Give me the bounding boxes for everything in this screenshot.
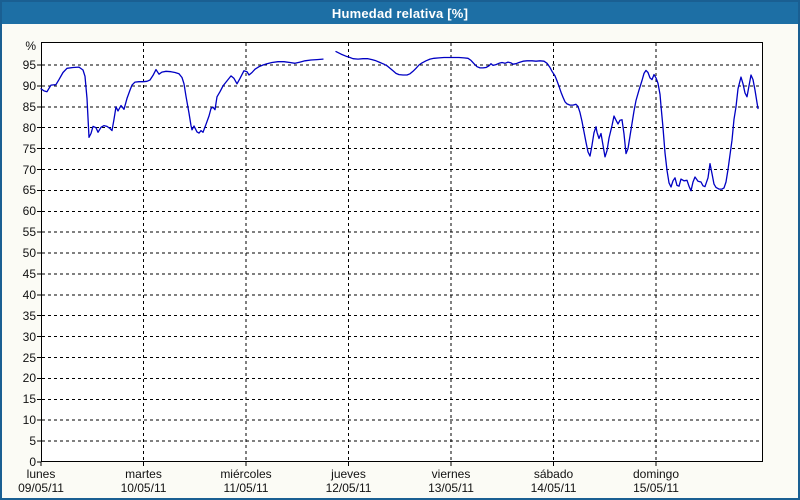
x-axis-day-label: martes: [125, 467, 162, 481]
y-axis-tick-label: 65: [22, 183, 36, 198]
humidity-line: [40, 58, 324, 138]
y-axis-tick-label: 90: [22, 78, 36, 93]
plot-area: [37, 42, 763, 466]
y-axis-tick-label: 30: [22, 329, 36, 344]
y-axis-tick-label: 10: [22, 413, 36, 428]
x-axis-day-label: miércoles: [220, 467, 272, 481]
x-axis-day-label: jueves: [331, 467, 366, 481]
x-axis-date-label: 10/05/11: [120, 481, 167, 495]
y-axis-tick-label: 15: [22, 392, 36, 407]
y-axis-tick-label: 40: [22, 287, 36, 302]
y-axis-tick-label: 75: [22, 141, 36, 156]
y-axis-unit-label: %: [25, 39, 36, 53]
x-axis-day-label: domingo: [632, 467, 680, 481]
y-axis-tick-label: 0: [29, 455, 36, 469]
y-axis-tick-label: 55: [22, 225, 36, 240]
x-axis-date-label: 15/05/11: [633, 481, 679, 495]
x-axis-day-label: lunes: [26, 467, 56, 481]
y-axis-tick-label: 60: [22, 204, 36, 219]
y-axis-tick-label: 50: [22, 246, 36, 260]
y-axis-tick-label: 20: [22, 371, 36, 386]
x-axis-date-label: 12/05/11: [325, 481, 372, 495]
window-title: Humedad relativa [%]: [331, 5, 469, 21]
y-axis-tick-label: 70: [22, 162, 36, 177]
x-axis-day-label: sábado: [533, 467, 574, 481]
y-axis-tick-label: 95: [22, 58, 36, 72]
x-axis-day-label: viernes: [431, 467, 471, 481]
y-axis-tick-label: 5: [29, 434, 36, 449]
humidity-line: [335, 50, 759, 192]
x-axis-date-label: 11/05/11: [223, 481, 269, 495]
x-axis-date-label: 09/05/11: [18, 481, 64, 495]
y-axis-tick-label: 85: [22, 99, 36, 114]
y-axis-tick-label: 35: [22, 308, 36, 323]
title-bar: Humedad relativa [%]: [2, 2, 798, 24]
y-axis-tick-label: 45: [22, 266, 36, 281]
y-axis-tick-label: 80: [22, 120, 36, 135]
plot-frame: [41, 42, 763, 462]
y-axis-tick-label: 25: [22, 350, 36, 365]
x-axis-date-label: 14/05/11: [530, 481, 577, 495]
x-axis-date-label: 13/05/11: [428, 481, 474, 495]
